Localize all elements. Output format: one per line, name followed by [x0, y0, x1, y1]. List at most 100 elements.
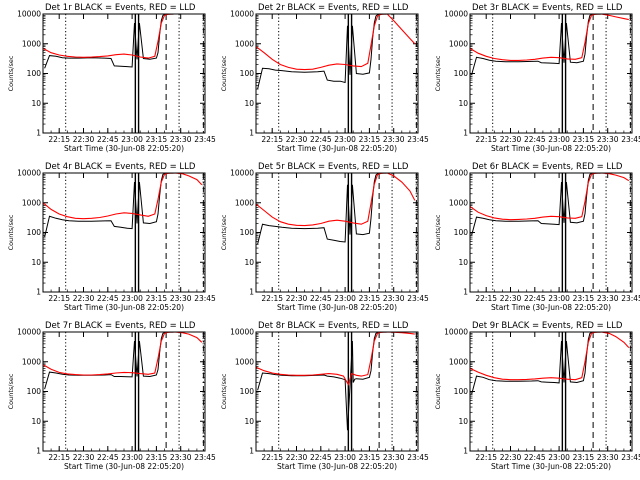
y-tick-label: 1000	[449, 39, 468, 48]
x-tick-label: 22:45	[310, 135, 332, 144]
x-tick-label: 22:30	[286, 135, 308, 144]
y-tick-label: 10000	[444, 169, 468, 178]
panel-data-layer	[470, 332, 631, 451]
x-tick-label: 22:30	[286, 294, 308, 303]
y-tick-label: 100	[27, 69, 42, 78]
series-events-line	[44, 173, 175, 238]
panel-title: Det 5r BLACK = Events, RED = LLD	[258, 162, 409, 172]
panel-data-layer	[43, 332, 204, 451]
panel-data-layer	[470, 173, 631, 292]
y-axis-label: Counts/sec	[434, 373, 442, 409]
panel-title: Det 6r BLACK = Events, RED = LLD	[472, 162, 623, 172]
chart-panel-9: Det 9r BLACK = Events, RED = LLD 1 10 100 10…	[434, 321, 640, 471]
x-tick-label: 22:15	[48, 453, 70, 462]
x-tick-label: 23:00	[334, 453, 356, 462]
y-tick-label: 1000	[235, 39, 254, 48]
x-tick-label: 22:45	[310, 453, 332, 462]
y-axis-label: Counts/sec	[220, 214, 228, 250]
x-tick-label: 23:45	[194, 294, 216, 303]
series-events-line	[471, 332, 602, 395]
panel-data-layer	[43, 14, 204, 133]
x-tick-label: 22:15	[48, 135, 70, 144]
x-tick-label: 22:30	[500, 294, 522, 303]
series-events-line	[471, 173, 602, 236]
series-events-line	[257, 14, 388, 90]
series-lld-line	[43, 332, 203, 376]
y-tick-label: 1000	[22, 357, 41, 366]
plot-frame	[42, 172, 206, 293]
y-tick-label: 1000	[235, 198, 254, 207]
chart-panel-8: Det 8r BLACK = Events, RED = LLD 1 10 100 10…	[220, 321, 429, 471]
x-tick-label: 22:15	[261, 453, 283, 462]
x-tick-label: 23:15	[146, 294, 168, 303]
x-tick-label: 22:30	[73, 294, 95, 303]
y-tick-label: 10	[31, 258, 41, 267]
x-tick-label: 23:45	[407, 453, 429, 462]
x-tick-label: 22:15	[475, 294, 497, 303]
x-axis-label: Start Time (30-Jun-08 22:05:20)	[64, 462, 184, 471]
x-axis-label: Start Time (30-Jun-08 22:05:20)	[64, 303, 184, 312]
chart-panel-3: Det 3r BLACK = Events, RED = LLD 1 10 100 10…	[434, 3, 640, 153]
x-tick-label: 23:45	[194, 135, 216, 144]
y-tick-label: 10000	[230, 328, 254, 337]
x-tick-label: 23:30	[170, 453, 192, 462]
panel-title: Det 1r BLACK = Events, RED = LLD	[45, 3, 196, 13]
panel-data-layer	[256, 14, 417, 133]
x-tick-label: 22:15	[475, 453, 497, 462]
x-tick-label: 23:15	[359, 453, 381, 462]
y-tick-label: 10	[458, 417, 468, 426]
y-tick-label: 1	[249, 288, 254, 297]
panel-title: Det 7r BLACK = Events, RED = LLD	[45, 321, 196, 331]
y-tick-label: 10000	[444, 328, 468, 337]
panel-data-layer	[43, 173, 204, 292]
x-tick-label: 23:30	[597, 135, 619, 144]
x-tick-label: 23:45	[407, 294, 429, 303]
x-axis-label: Start Time (30-Jun-08 22:05:20)	[491, 144, 611, 153]
chart-panel-4: Det 4r BLACK = Events, RED = LLD 1 10 100 10…	[7, 162, 216, 312]
y-tick-label: 100	[454, 228, 469, 237]
x-tick-label: 22:15	[48, 294, 70, 303]
series-lld-line	[256, 14, 416, 71]
plot-frame	[469, 172, 633, 293]
y-tick-label: 10	[458, 258, 468, 267]
y-tick-label: 1	[463, 129, 468, 138]
y-tick-label: 10000	[444, 10, 468, 19]
y-tick-label: 10	[244, 258, 254, 267]
x-tick-label: 23:00	[548, 135, 570, 144]
series-events-line	[257, 332, 388, 431]
plot-frame	[42, 331, 206, 452]
x-tick-label: 23:30	[383, 294, 405, 303]
x-tick-label: 23:00	[548, 294, 570, 303]
panel-title: Det 4r BLACK = Events, RED = LLD	[45, 162, 196, 172]
panel-data-layer	[256, 173, 417, 292]
y-tick-label: 1000	[449, 198, 468, 207]
y-tick-label: 1000	[22, 39, 41, 48]
x-tick-label: 23:30	[383, 453, 405, 462]
x-tick-label: 22:30	[500, 135, 522, 144]
x-tick-label: 22:45	[524, 135, 546, 144]
plot-frame	[255, 331, 419, 452]
x-tick-label: 22:45	[310, 294, 332, 303]
x-tick-label: 23:15	[359, 135, 381, 144]
x-tick-label: 23:30	[383, 135, 405, 144]
x-tick-label: 22:15	[261, 294, 283, 303]
plot-frame	[255, 13, 419, 134]
panel-title: Det 8r BLACK = Events, RED = LLD	[258, 321, 409, 331]
chart-panel-2: Det 2r BLACK = Events, RED = LLD 1 10 100 10…	[220, 3, 429, 153]
series-lld-line	[43, 14, 175, 59]
y-tick-label: 10000	[17, 169, 41, 178]
y-tick-label: 1000	[22, 198, 41, 207]
y-tick-label: 100	[240, 228, 255, 237]
panel-title: Det 2r BLACK = Events, RED = LLD	[258, 3, 409, 13]
panel-data-layer	[256, 332, 417, 451]
x-axis-label: Start Time (30-Jun-08 22:05:20)	[64, 144, 184, 153]
y-tick-label: 10000	[230, 10, 254, 19]
x-tick-label: 22:45	[97, 135, 119, 144]
series-events-line	[44, 332, 175, 390]
series-lld-line	[470, 332, 630, 381]
y-tick-label: 10	[244, 99, 254, 108]
x-tick-label: 23:15	[359, 294, 381, 303]
chart-panel-1: Det 1r BLACK = Events, RED = LLD 1 10 100 10…	[7, 3, 216, 153]
x-tick-label: 23:00	[334, 135, 356, 144]
